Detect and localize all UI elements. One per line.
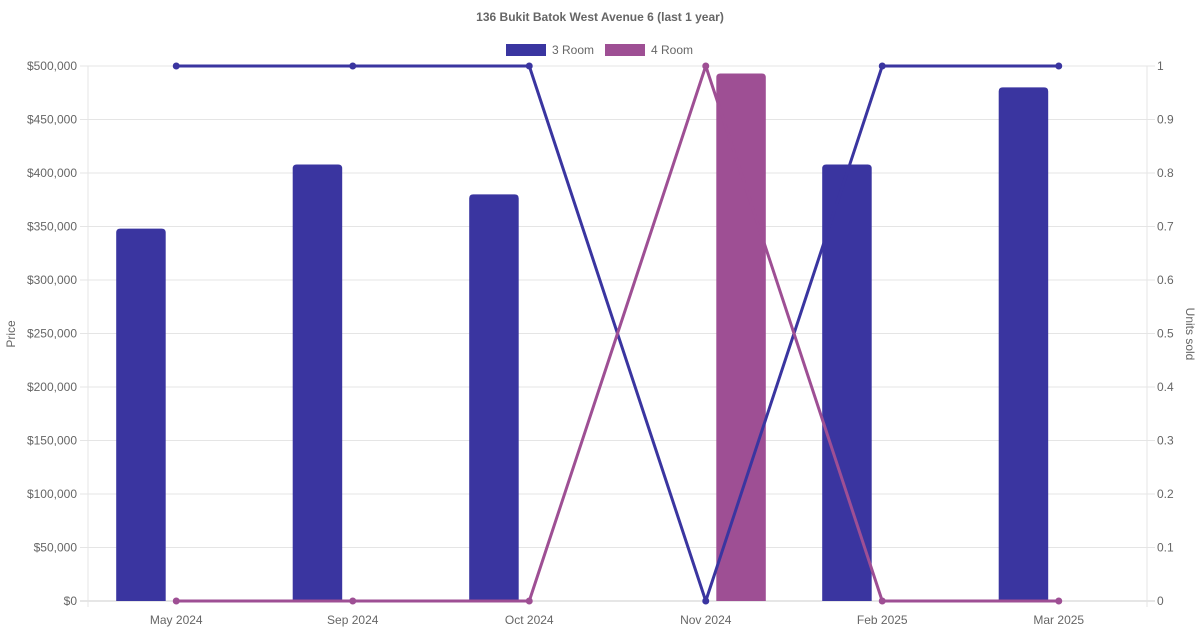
legend[interactable]: 3 Room 4 Room — [506, 43, 693, 57]
right-tick-label: 0.4 — [1157, 380, 1174, 394]
left-tick-label: $50,000 — [34, 541, 78, 555]
units-line-4-room — [176, 64, 1059, 603]
right-tick-label: 0.7 — [1157, 220, 1174, 234]
bar-4-room — [716, 73, 766, 602]
right-axis-title: Units sold — [1183, 308, 1197, 361]
x-tick-label: Mar 2025 — [1033, 613, 1084, 627]
x-tick-label: Sep 2024 — [327, 613, 379, 627]
units-point-3-room — [878, 62, 886, 70]
units-point-4-room — [172, 597, 180, 605]
x-tick-label: Oct 2024 — [505, 613, 554, 627]
units-point-4-room — [702, 62, 710, 70]
left-tick-label: $150,000 — [27, 434, 77, 448]
legend-swatch — [605, 44, 645, 56]
right-tick-label: 0.6 — [1157, 273, 1174, 287]
left-tick-label: $450,000 — [27, 113, 77, 127]
left-axis-title: Price — [4, 320, 18, 348]
right-tick-label: 0.3 — [1157, 434, 1174, 448]
left-tick-label: $0 — [64, 594, 78, 608]
left-tick-label: $200,000 — [27, 380, 77, 394]
left-tick-label: $400,000 — [27, 166, 77, 180]
x-tick-label: May 2024 — [150, 613, 203, 627]
right-tick-label: 0.8 — [1157, 166, 1174, 180]
legend-swatch — [506, 44, 546, 56]
left-tick-label: $350,000 — [27, 220, 77, 234]
x-tick-label: Feb 2025 — [857, 613, 908, 627]
units-point-4-room — [525, 597, 533, 605]
bar-3-room — [469, 194, 519, 601]
x-tick-label: Nov 2024 — [680, 613, 732, 627]
left-tick-label: $250,000 — [27, 327, 77, 341]
units-point-4-room — [1055, 597, 1063, 605]
units-point-4-room — [349, 597, 357, 605]
bar-3-room — [998, 87, 1049, 601]
bar-3-room — [822, 164, 872, 601]
legend-label: 3 Room — [552, 43, 594, 57]
right-tick-label: 1 — [1157, 59, 1164, 73]
units-point-3-room — [525, 62, 533, 70]
left-tick-label: $500,000 — [27, 59, 77, 73]
right-tick-label: 0.1 — [1157, 541, 1174, 555]
units-point-3-room — [1055, 62, 1063, 70]
units-point-3-room — [172, 62, 180, 70]
units-point-3-room — [349, 62, 357, 70]
units-point-3-room — [702, 597, 710, 605]
right-tick-label: 0.9 — [1157, 113, 1174, 127]
bar-3-room — [292, 164, 343, 601]
x-axis-ticks: May 2024 Sep 2024 Oct 2024 Nov 2024 Feb 2025… — [150, 613, 1085, 627]
left-tick-label: $100,000 — [27, 487, 77, 501]
right-tick-label: 0.5 — [1157, 327, 1174, 341]
units-point-4-room — [878, 597, 886, 605]
price-bars — [116, 73, 1049, 602]
right-tick-label: 0.2 — [1157, 487, 1174, 501]
right-axis-ticks: 0 0.1 0.2 0.3 0.4 0.5 0.6 0.7 0.8 0.9 1 — [1157, 59, 1174, 608]
left-tick-label: $300,000 — [27, 273, 77, 287]
right-tick-label: 0 — [1157, 594, 1164, 608]
legend-item-4-room[interactable]: 4 Room — [605, 43, 693, 57]
chart-title: 136 Bukit Batok West Avenue 6 (last 1 ye… — [476, 10, 724, 24]
bar-3-room — [116, 228, 166, 601]
legend-label: 4 Room — [651, 43, 693, 57]
units-lines — [172, 62, 1063, 605]
legend-item-3-room[interactable]: 3 Room — [506, 43, 594, 57]
left-axis-ticks: $0 $50,000 $100,000 $150,000 $200,000 $250,00… — [27, 59, 77, 608]
